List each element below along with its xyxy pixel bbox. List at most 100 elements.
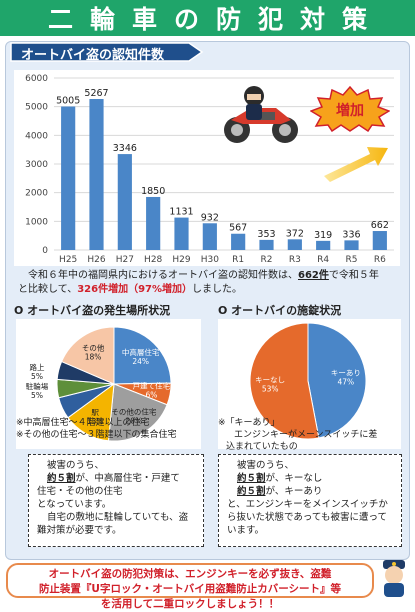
bar-value-label: 3346 bbox=[113, 143, 137, 154]
bar-value-label: 5267 bbox=[84, 88, 108, 99]
x-tick-label: R2 bbox=[261, 255, 273, 265]
summary-increase: 326件増加（97%増加） bbox=[77, 284, 193, 295]
title-banner: 二輪車の防犯対策 bbox=[0, 0, 415, 36]
bar-H28 bbox=[146, 196, 161, 250]
location-pie-slice bbox=[107, 383, 168, 442]
thief-motorcycle-illustration bbox=[224, 86, 298, 143]
section-title: オートバイ盗の認知件数 bbox=[21, 48, 165, 63]
x-tick-label: H29 bbox=[172, 255, 190, 265]
bar-chart: 0 1000 2000 3000 4000 5000 6000 5005 H25 5267 H26 3… bbox=[14, 70, 400, 266]
badge-text: 増加 bbox=[336, 102, 364, 119]
section-header-shape bbox=[10, 42, 204, 62]
lock-pie-slice bbox=[249, 322, 320, 440]
location-pie-slice-label: 戸建て住宅 6% bbox=[133, 381, 171, 400]
y-tick-label: 0 bbox=[42, 246, 48, 256]
bar-value-label: 1131 bbox=[169, 207, 193, 218]
y-tick-label: 1000 bbox=[25, 217, 48, 227]
y-tick-label: 4000 bbox=[25, 131, 48, 141]
x-tick-label: R3 bbox=[289, 255, 301, 265]
bar-value-label: 372 bbox=[286, 228, 304, 239]
location-box-line1: 被害のうち、 bbox=[47, 460, 105, 471]
section-header: オートバイ盗の認知件数 bbox=[9, 41, 205, 63]
bar-R2 bbox=[259, 239, 274, 250]
bar-R3 bbox=[287, 239, 302, 250]
bar-R1 bbox=[231, 233, 246, 250]
lock-notes: ※「キーあり」 エンジンキーがメーンスイッチに差 込まれていたもの bbox=[218, 417, 408, 453]
x-tick-label: R6 bbox=[374, 255, 386, 265]
bar-R5 bbox=[344, 240, 359, 250]
x-tick-label: R5 bbox=[346, 255, 358, 265]
location-pie-slice bbox=[60, 326, 115, 385]
bar-value-label: 932 bbox=[201, 212, 219, 223]
lock-note-3: 込まれていたもの bbox=[226, 442, 298, 452]
location-box-line3: 住宅・その他の住宅 bbox=[37, 486, 123, 497]
location-summary-box: 被害のうち、 約５割が、中高層住宅・戸建て 住宅・その他の住宅 となっています。… bbox=[28, 454, 204, 547]
summary-count: 662件 bbox=[298, 270, 329, 281]
summary-part4: しました。 bbox=[192, 284, 243, 295]
bottom-line-2: 防止装置『U字ロック・オートバイ用盗難防止カバーシート』等 bbox=[38, 583, 342, 595]
location-box-highlight: 約５割 bbox=[47, 473, 76, 484]
bottom-line-3: を活用して二重ロックしましょう！！ bbox=[100, 598, 280, 610]
bar-H29 bbox=[174, 217, 189, 250]
location-pie-slice-label: 駅 13% bbox=[87, 408, 104, 426]
bar-value-label: 1850 bbox=[141, 186, 165, 197]
bar-H27 bbox=[117, 154, 132, 250]
summary-text: 令和６年中の福岡県内におけるオートバイ盗の認知件数は、662件で令和５年 と比較… bbox=[18, 269, 408, 297]
lock-box-line5: ら抜いた状態であっても被害に遭って bbox=[227, 512, 387, 523]
location-pie-slice-label: その他の住宅 20% bbox=[111, 406, 156, 425]
bar-value-label: 567 bbox=[229, 223, 247, 234]
bar-value-label: 662 bbox=[371, 220, 389, 231]
bottom-line-1: オートバイ盗の防犯対策は、エンジンキーを必ず抜き、盗難 bbox=[48, 568, 332, 580]
location-pie-outer-label: 駐輪場 5% bbox=[26, 381, 49, 400]
bar-H30 bbox=[202, 223, 217, 250]
lock-summary-box: 被害のうち、 約５割が、キーなし 約５割が、キーあり と、エンジンキーをメインス… bbox=[218, 454, 402, 547]
location-box-line2: が、中高層住宅・戸建て bbox=[75, 473, 180, 484]
x-tick-label: H26 bbox=[87, 255, 105, 265]
y-tick-label: 5000 bbox=[25, 103, 48, 113]
location-notes: ※中高層住宅～４階建以上の住宅 ※その他の住宅～３階建以下の集合住宅 bbox=[16, 417, 177, 441]
location-title: O オートバイ盗の発生場所状況 bbox=[14, 304, 171, 317]
x-tick-label: R4 bbox=[317, 255, 329, 265]
lock-pie-slice bbox=[307, 322, 367, 439]
location-pie-slice-label: その他 18% bbox=[82, 342, 105, 361]
bar-value-label: 319 bbox=[314, 230, 332, 241]
main-panel: オートバイ盗の認知件数 0 1000 2000 3000 4000 5000 6000 500… bbox=[5, 41, 410, 560]
x-tick-label: H28 bbox=[144, 255, 162, 265]
lock-box-line3: が、キーあり bbox=[265, 486, 323, 497]
x-tick-label: R1 bbox=[232, 255, 244, 265]
rising-arrow-icon bbox=[324, 147, 388, 182]
bar-R4 bbox=[316, 240, 331, 250]
y-tick-label: 2000 bbox=[25, 189, 48, 199]
location-box-line6: 難対策が必要です。 bbox=[37, 525, 122, 536]
summary-part3: と比較して、 bbox=[18, 284, 78, 295]
lock-pie-chart: キーあり 47% キーなし 53% bbox=[218, 319, 401, 449]
x-tick-label: H27 bbox=[116, 255, 134, 265]
bar-value-label: 353 bbox=[257, 229, 275, 240]
y-tick-label: 6000 bbox=[25, 74, 48, 84]
lock-box-highlight-1: 約５割 bbox=[237, 473, 266, 484]
bottom-message-box: オートバイ盗の防犯対策は、エンジンキーを必ず抜き、盗難 防止装置『U字ロック・オ… bbox=[6, 563, 374, 610]
bar-value-label: 336 bbox=[342, 229, 360, 240]
lock-pie-slice-label: キーなし 53% bbox=[255, 376, 285, 394]
bar-R6 bbox=[372, 231, 387, 250]
lock-title: O オートバイの施錠状況 bbox=[218, 304, 342, 317]
location-box-line4: となっています。 bbox=[37, 499, 112, 510]
lock-box-line1: 被害のうち、 bbox=[237, 460, 295, 471]
lock-box-line4: と、エンジンキーをメインスイッチか bbox=[227, 499, 388, 510]
bar-H25 bbox=[61, 106, 76, 250]
lock-box-line6: います。 bbox=[227, 525, 265, 536]
x-tick-label: H25 bbox=[59, 255, 77, 265]
lock-note-1: ※「キーあり」 bbox=[218, 418, 280, 428]
location-pie-slice bbox=[113, 326, 172, 385]
summary-part1: 令和６年中の福岡県内におけるオートバイ盗の認知件数は、 bbox=[28, 270, 298, 281]
police-mascot-illustration bbox=[383, 560, 405, 597]
summary-part2: で令和５年 bbox=[328, 270, 379, 281]
bar-H26 bbox=[89, 99, 104, 250]
lock-note-2: エンジンキーがメーンスイッチに差 bbox=[234, 430, 378, 440]
location-box-line5: 自宅の敷地に駐輪していても、盗 bbox=[47, 512, 189, 523]
location-note-1: ※中高層住宅～４階建以上の住宅 bbox=[16, 418, 150, 428]
location-note-2: ※その他の住宅～３階建以下の集合住宅 bbox=[16, 430, 177, 440]
lock-box-highlight-2: 約５割 bbox=[237, 486, 266, 497]
y-tick-label: 3000 bbox=[25, 160, 48, 170]
x-tick-label: H30 bbox=[201, 255, 219, 265]
